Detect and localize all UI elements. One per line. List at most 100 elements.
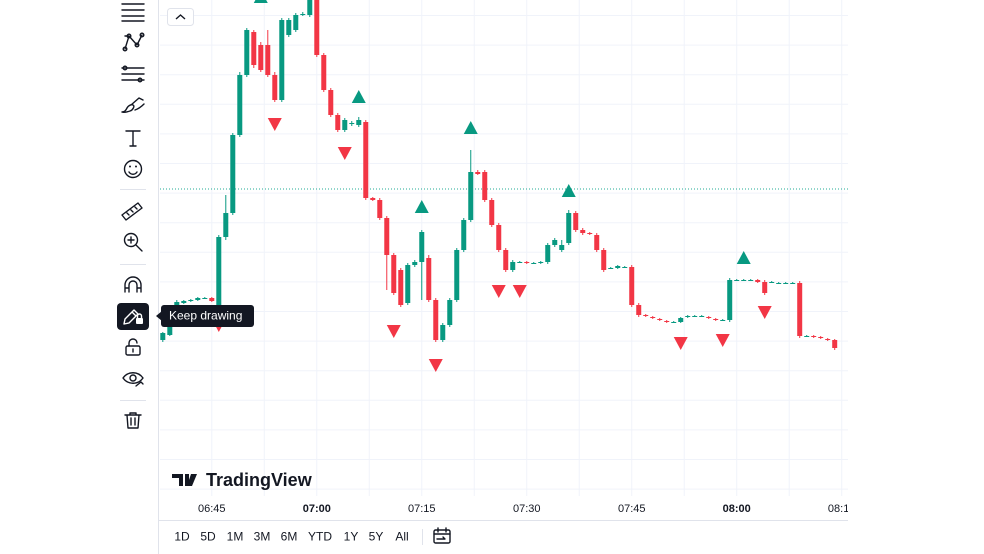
zoom-tool[interactable] [123,232,143,252]
collapse-button[interactable] [167,8,194,26]
candle-body [454,250,460,300]
candle-body [405,265,411,303]
grid [160,0,848,496]
x-tick-label: 08:00 [723,503,751,515]
candle-body [727,280,733,320]
candle-body [545,245,551,262]
sell-signal [715,334,730,347]
candle-body [209,298,215,301]
candle-body [482,172,488,200]
sell-signal [267,118,282,131]
fib-tool[interactable] [121,65,145,83]
candle-body [279,20,285,100]
candle-body [251,32,257,65]
candle-body [650,317,656,318]
candle-body [412,262,418,265]
lock-tool[interactable] [125,338,141,356]
delete-tool[interactable] [124,412,142,429]
candle-body [657,319,663,320]
candle-body [615,266,621,268]
period-button[interactable]: 5Y [369,530,384,544]
brush-tool[interactable] [121,97,145,114]
candle-body [524,262,530,263]
toolbar [117,3,149,429]
sell-signal [757,306,772,319]
candle-body [244,30,250,75]
lines-tool[interactable] [121,3,145,22]
visibility-tool[interactable] [122,372,144,387]
candle-body [307,0,313,15]
period-button[interactable]: 5D [200,530,216,544]
buy-signal [351,90,366,103]
candle-body [804,336,810,337]
period-button[interactable]: 1Y [344,530,359,544]
candle-body [664,321,670,322]
date-range-button[interactable] [433,527,451,544]
candle-body [258,45,264,70]
candle-body [265,45,271,75]
text-tool[interactable] [125,130,141,147]
candle-body [559,245,565,250]
candle-body [741,280,747,281]
candle-body [160,333,166,340]
magnet-tool[interactable] [124,276,142,293]
candle-body [699,316,705,317]
candle-body [489,200,495,225]
candle-body [622,267,628,268]
candle-body [181,301,187,303]
period-button[interactable]: 3M [254,530,271,544]
candle-body [762,282,768,293]
candle-body [237,75,243,135]
candle-body [517,262,523,263]
sell-signal [491,285,506,298]
candle-body [538,262,544,263]
candle-body [671,322,677,323]
pattern-tool[interactable] [122,32,145,52]
candle-body [384,218,390,255]
ruler-tool[interactable] [121,202,143,221]
candle-body [496,225,502,250]
candle-body [356,120,362,125]
candle-body [377,200,383,218]
candle-body [202,298,208,299]
buy-signal [463,121,478,134]
candle-body [426,258,432,300]
candle-body [195,298,201,300]
candle-body [685,316,691,317]
candle-body [720,320,726,321]
candle-body [713,319,719,320]
candle-body [167,320,173,335]
emoji-tool[interactable] [123,159,143,179]
candle-body [440,325,446,340]
keep-drawing-tool[interactable] [117,303,149,330]
candle-body [797,283,803,336]
candle-body [692,316,698,317]
candle-body [314,0,320,55]
candle-body [447,300,453,325]
candle-body [531,263,537,264]
x-tick-label: 06:45 [198,503,226,515]
candle-body [188,300,194,301]
candle-body [503,250,509,270]
candle-body [769,282,775,283]
period-bar: 1D 5D 1M 3M 6M YTD 1Y 5Y All [174,530,408,544]
period-button[interactable]: All [395,530,408,544]
sell-signal [337,147,352,160]
x-tick-label: 07:00 [303,503,331,515]
logo-text: TradingView [206,470,313,490]
candle-body [223,213,229,237]
sell-signal [512,285,527,298]
candle-body [300,14,306,15]
x-tick-label: 08:15 [828,503,856,515]
candle-body [328,90,334,115]
candle-body [678,318,684,322]
period-button[interactable]: 6M [281,530,298,544]
x-tick-label: 07:30 [513,503,541,515]
candle-body [475,172,481,174]
buy-signal [414,200,429,213]
period-button[interactable]: 1M [227,530,244,544]
period-button[interactable]: 1D [174,530,190,544]
period-button[interactable]: YTD [308,530,332,544]
